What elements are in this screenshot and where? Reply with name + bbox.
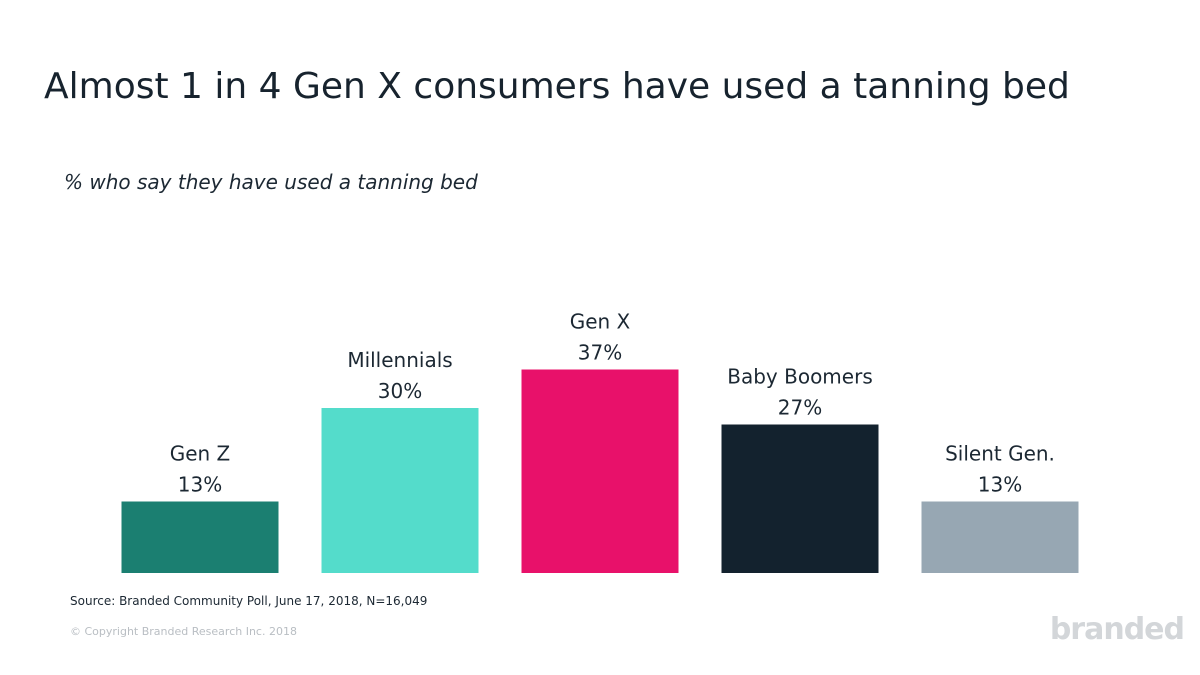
chart-subtitle: % who say they have used a tanning bed bbox=[64, 170, 478, 194]
source-note: Source: Branded Community Poll, June 17,… bbox=[70, 594, 428, 608]
bar-baby-boomers bbox=[721, 424, 879, 573]
copyright-note: © Copyright Branded Research Inc. 2018 bbox=[70, 625, 297, 638]
value-label-gen-x: 37% bbox=[578, 341, 622, 365]
value-label-silent-gen: 13% bbox=[978, 473, 1022, 497]
category-label-baby-boomers: Baby Boomers bbox=[727, 365, 873, 389]
bar-gen-z bbox=[121, 501, 279, 573]
category-label-silent-gen: Silent Gen. bbox=[945, 442, 1055, 466]
bar-silent-gen bbox=[921, 501, 1079, 573]
value-label-millennials: 30% bbox=[378, 379, 422, 403]
value-label-baby-boomers: 27% bbox=[778, 396, 822, 420]
bar-millennials bbox=[321, 408, 479, 573]
bar-gen-x bbox=[521, 369, 679, 573]
category-label-millennials: Millennials bbox=[347, 348, 452, 372]
bar-chart: 13% Gen Z 30% Millennials 37% Gen X 27% Baby Bo… bbox=[121, 310, 1079, 573]
category-label-gen-z: Gen Z bbox=[170, 442, 231, 466]
category-label-gen-x: Gen X bbox=[570, 310, 631, 334]
value-label-gen-z: 13% bbox=[178, 473, 222, 497]
brand-logo: branded bbox=[1049, 612, 1185, 647]
chart-title: Almost 1 in 4 Gen X consumers have used … bbox=[44, 66, 1070, 107]
